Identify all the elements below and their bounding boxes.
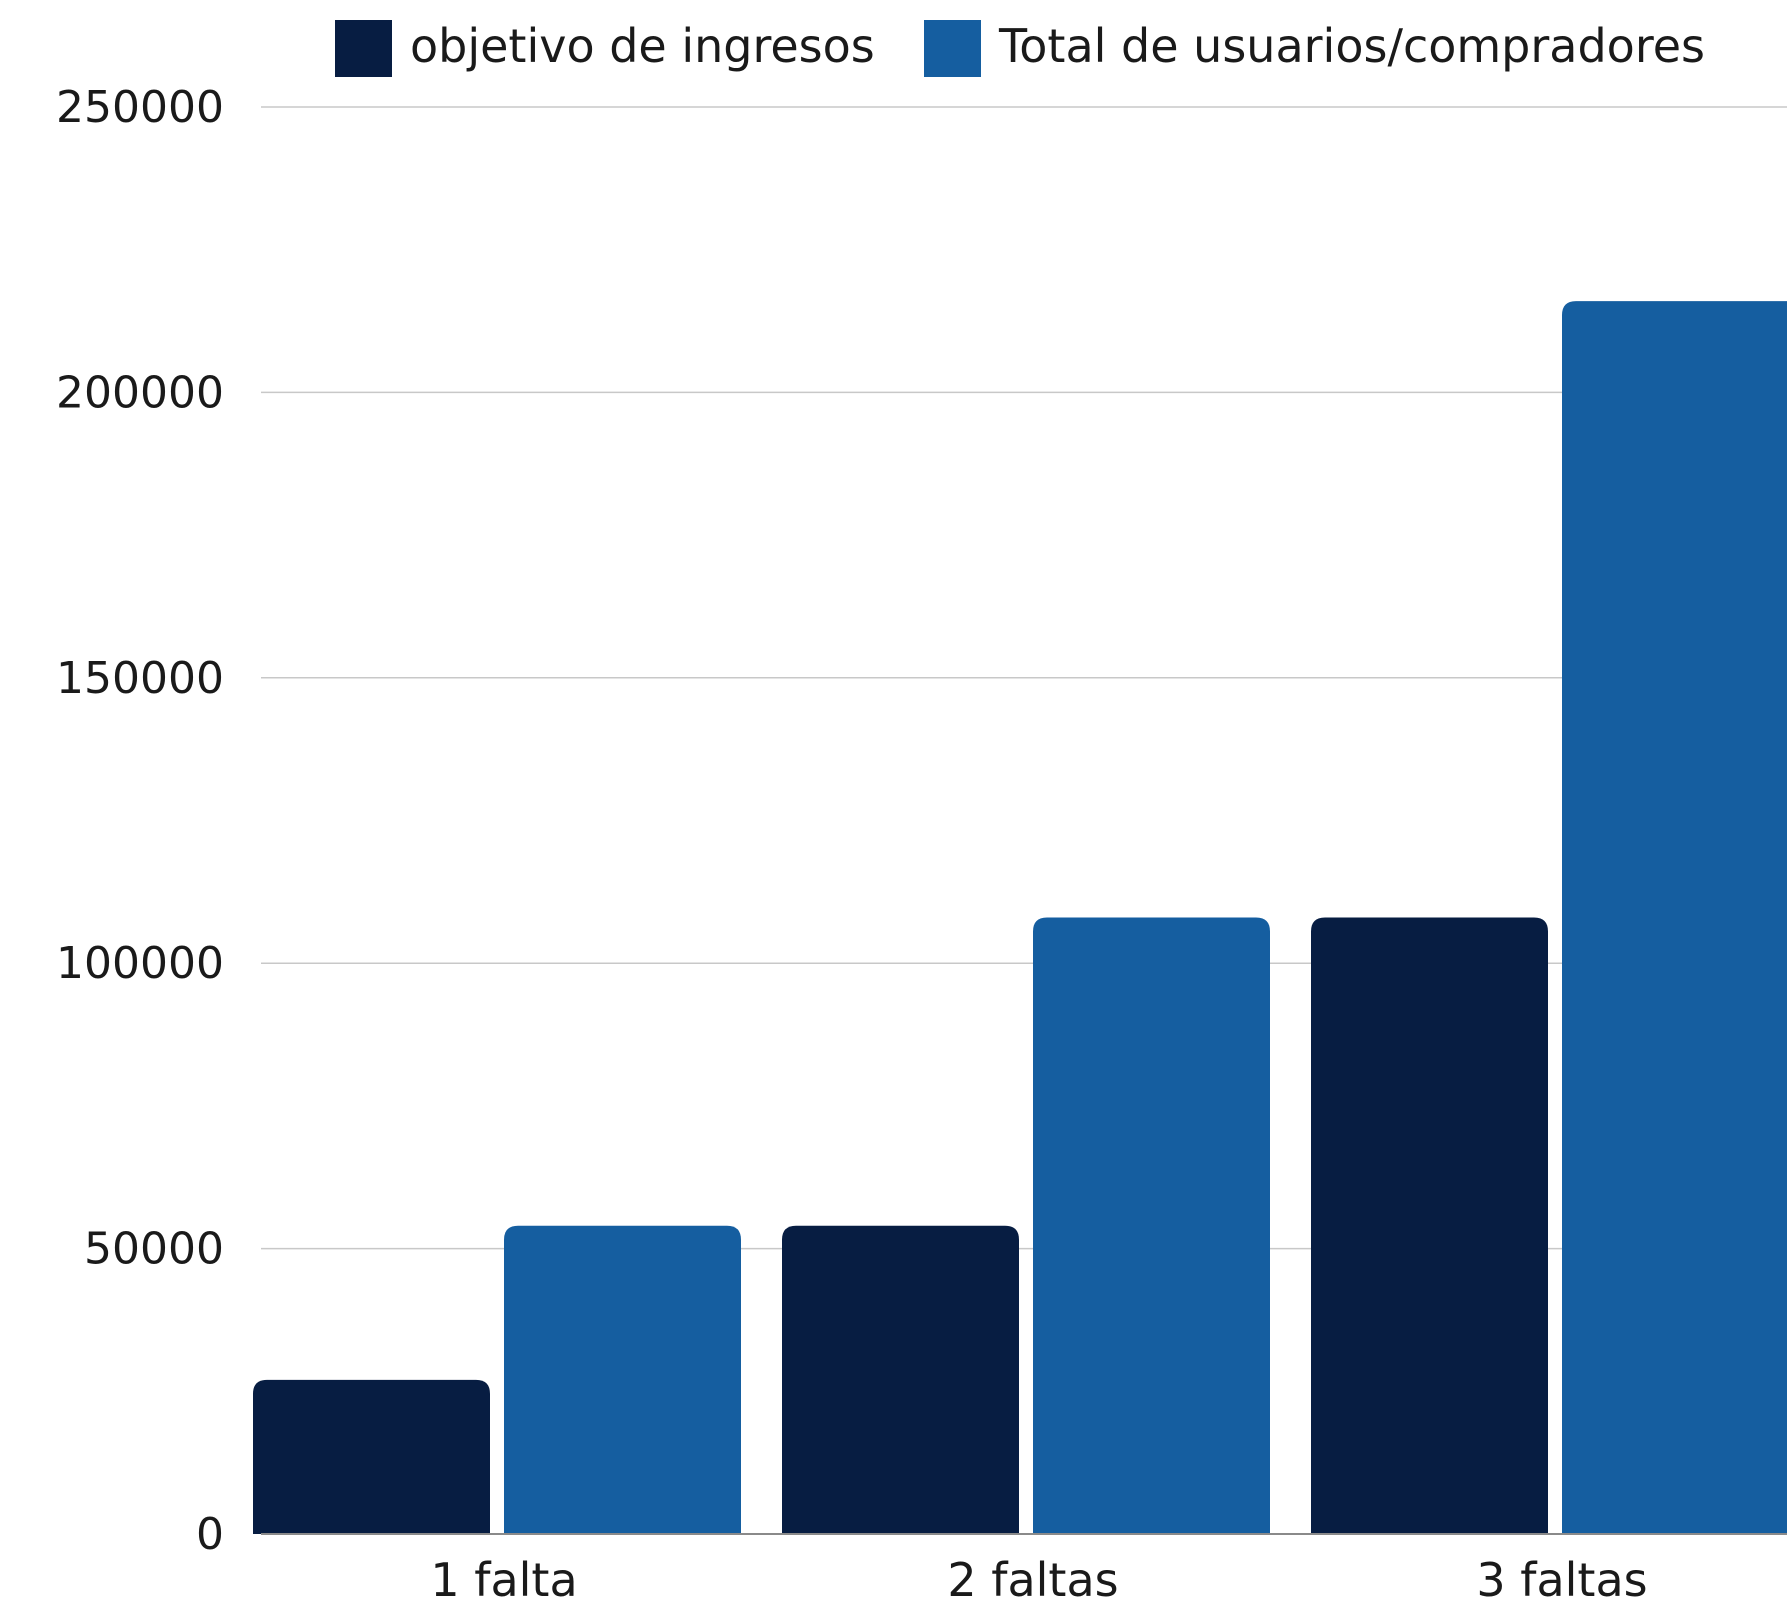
y-axis-ticks: 0 50000 100000 150000 200000 250000 (56, 82, 224, 1560)
bar-objetivo-1 (253, 1379, 490, 1534)
y-tick-label: 100000 (56, 938, 224, 989)
x-tick-label: 3 faltas (1476, 1553, 1647, 1604)
legend-label: objetivo de ingresos (410, 19, 875, 73)
bar-objetivo-3 (1311, 917, 1548, 1534)
y-tick-label: 250000 (56, 82, 224, 133)
legend-label: Total de usuarios/compradores (998, 19, 1705, 73)
y-tick-label: 50000 (84, 1224, 224, 1275)
legend-swatch (924, 20, 981, 77)
bar-total-2 (1033, 917, 1270, 1534)
bar-total-3 (1562, 301, 1787, 1534)
bars (253, 301, 1787, 1534)
x-tick-label: 1 falta (430, 1553, 577, 1604)
y-tick-label: 150000 (56, 653, 224, 704)
legend: objetivo de ingresos Total de usuarios/co… (335, 19, 1705, 77)
gridlines (261, 106, 1787, 1250)
y-tick-label: 200000 (56, 367, 224, 418)
bar-objetivo-2 (782, 1225, 1019, 1534)
bar-total-1 (504, 1225, 741, 1534)
legend-swatch (335, 20, 392, 77)
x-tick-label: 2 faltas (947, 1553, 1118, 1604)
y-tick-label: 0 (196, 1509, 224, 1560)
x-axis: 1 falta 2 faltas 3 faltas (261, 1533, 1787, 1607)
